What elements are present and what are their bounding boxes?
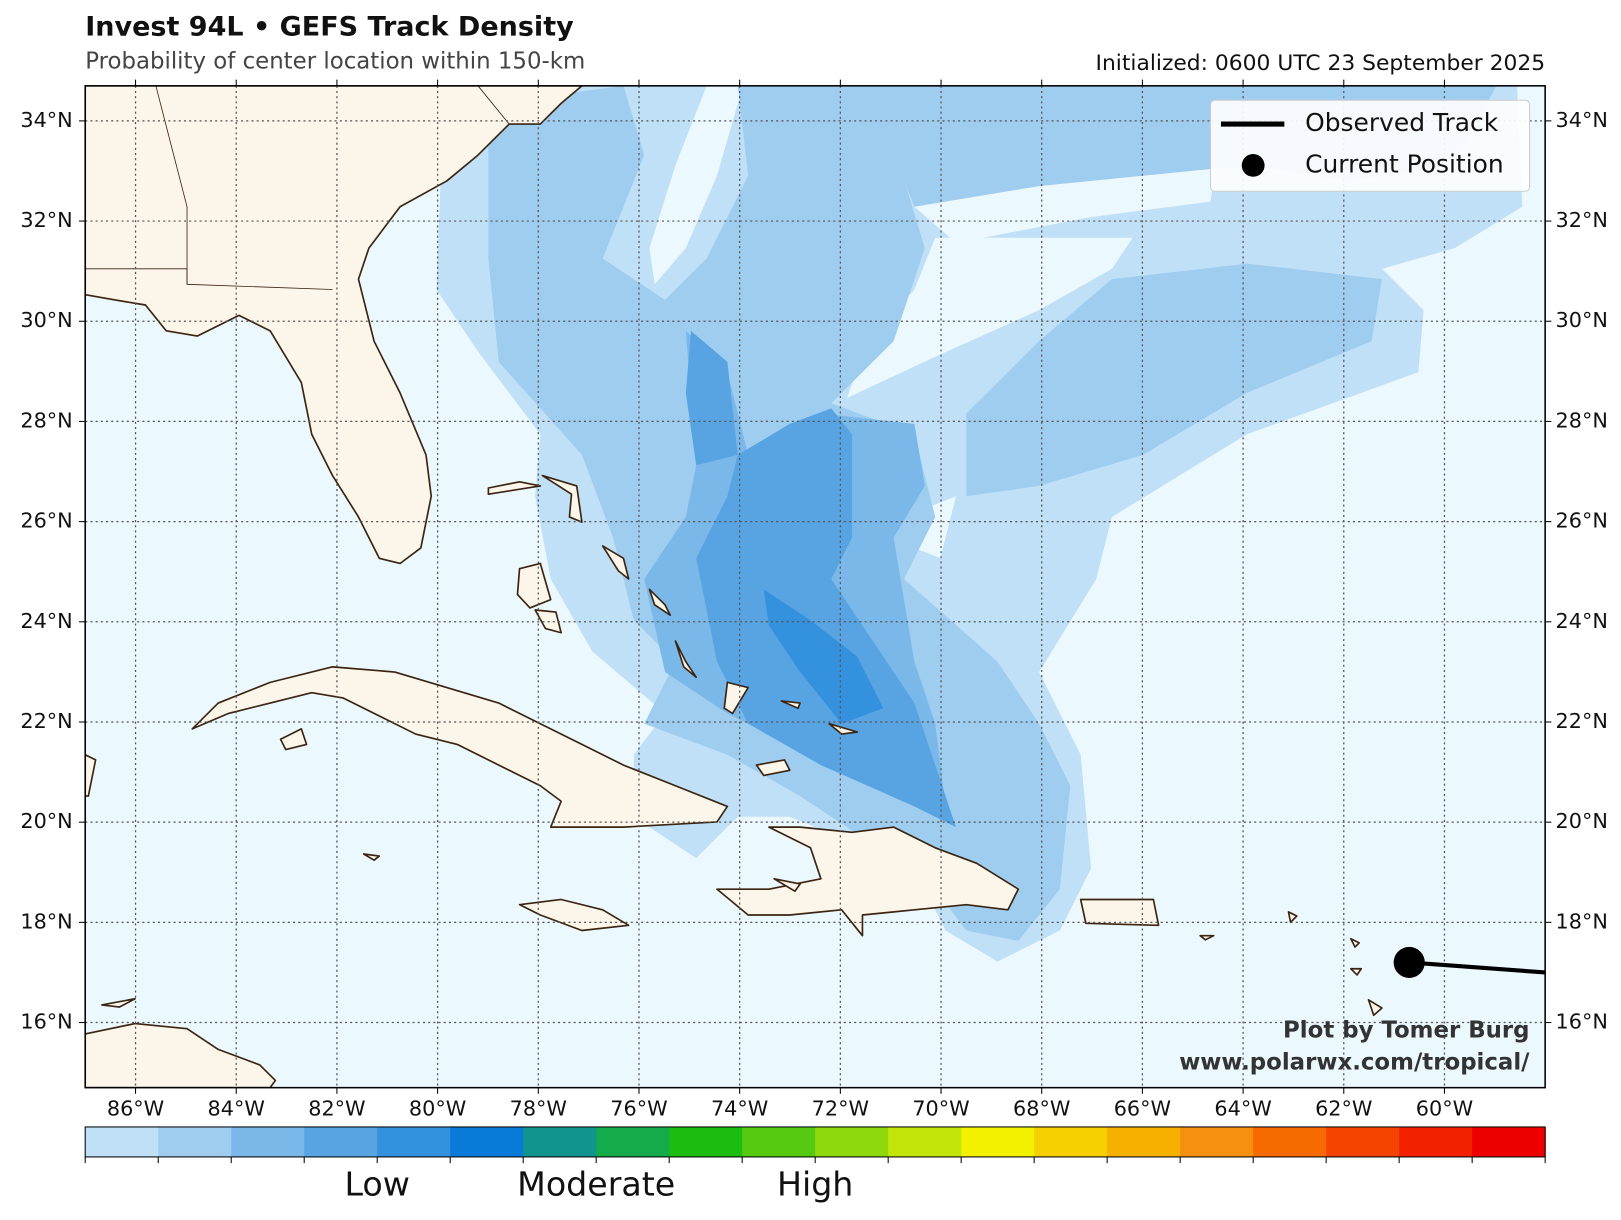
colorbar-segment [742, 1126, 816, 1157]
colorbar-label: Low [344, 1164, 409, 1203]
subtitle: Probability of center location within 15… [85, 49, 585, 75]
lat-label: 18°N [20, 909, 72, 933]
lat-label: 32°N [20, 208, 72, 232]
lat-label: 26°N [1556, 509, 1608, 533]
legend-label: Current Position [1305, 149, 1504, 178]
lon-label: 60°W [1416, 1096, 1473, 1120]
lon-label: 62°W [1315, 1096, 1372, 1120]
lon-label: 78°W [510, 1096, 567, 1120]
lat-label: 30°N [1556, 308, 1608, 332]
lat-label: 20°N [20, 809, 72, 833]
colorbar-segment [669, 1126, 743, 1157]
colorbar-segment [815, 1126, 889, 1157]
lat-label: 20°N [1556, 809, 1608, 833]
legend-label: Observed Track [1305, 108, 1499, 137]
colorbar-frame [84, 1126, 1546, 1158]
init-time: Initialized: 0600 UTC 23 September 2025 [1096, 51, 1546, 76]
colorbar-segment [1326, 1126, 1400, 1157]
colorbar-segment [1472, 1126, 1546, 1157]
density-layer-5 [763, 589, 884, 724]
lat-label: 30°N [20, 308, 72, 332]
lon-label: 68°W [1013, 1096, 1070, 1120]
legend-dot [1241, 154, 1265, 177]
lat-label: 26°N [20, 509, 72, 533]
map-area [85, 85, 1546, 1088]
map-frame [84, 85, 1546, 1089]
colorbar-segment [523, 1126, 597, 1157]
current-position [1393, 946, 1425, 978]
title: Invest 94L • GEFS Track Density [85, 11, 574, 42]
lon-label: 70°W [912, 1096, 969, 1120]
colorbar-segment [377, 1126, 451, 1157]
lat-label: 34°N [1556, 108, 1608, 132]
lon-label: 86°W [107, 1096, 164, 1120]
legend-box [1210, 99, 1531, 192]
lon-label: 82°W [308, 1096, 365, 1120]
axes: 86°W 84°W 82°W 80°W 78°W 76°W 74°W 72°W 70°W 68°W… [20, 79, 1608, 1120]
lon-label: 64°W [1214, 1096, 1271, 1120]
lat-label: 28°N [1556, 408, 1608, 432]
lon-label: 66°W [1114, 1096, 1171, 1120]
colorbar-label: Moderate [517, 1164, 675, 1203]
lon-label: 80°W [409, 1096, 466, 1120]
lon-label: 76°W [610, 1096, 667, 1120]
colorbar-segment [85, 1126, 159, 1157]
lat-label: 16°N [1556, 1010, 1608, 1034]
lat-label: 34°N [20, 108, 72, 132]
lon-label: 72°W [812, 1096, 869, 1120]
grid [85, 85, 1546, 1088]
lat-label: 16°N [20, 1010, 72, 1034]
colorbar-segment [450, 1126, 524, 1157]
credit: Plot by Tomer Burg [1283, 1017, 1530, 1043]
lat-label: 22°N [1556, 709, 1608, 733]
lat-label: 28°N [20, 408, 72, 432]
observed-track [1409, 960, 1546, 975]
colorbar-segment [961, 1126, 1035, 1157]
lat-label: 22°N [20, 709, 72, 733]
colorbar-segment [888, 1126, 962, 1157]
land [85, 85, 1383, 1088]
colorbar-segment [304, 1126, 378, 1157]
lat-label: 18°N [1556, 909, 1608, 933]
lon-label: 84°W [208, 1096, 265, 1120]
lat-label: 32°N [1556, 208, 1608, 232]
colorbar: Low Moderate High [84, 1126, 1546, 1203]
legend: Observed Track Current Position [1210, 99, 1531, 192]
track [1393, 946, 1546, 978]
lat-label: 24°N [20, 609, 72, 633]
colorbar-segment [1399, 1126, 1473, 1157]
colorbar-segment [1107, 1126, 1181, 1157]
colorbar-label: High [777, 1164, 853, 1203]
credit-url: www.polarwx.com/tropical/ [1179, 1049, 1530, 1075]
lat-label: 24°N [1556, 609, 1608, 633]
colorbar-segment [596, 1126, 670, 1157]
colorbar-segment [1180, 1126, 1254, 1157]
lon-label: 74°W [711, 1096, 768, 1120]
colorbar-segment [158, 1126, 232, 1157]
colorbar-segment [231, 1126, 305, 1157]
density-gap [649, 85, 1216, 559]
colorbar-segment [1253, 1126, 1327, 1157]
colorbar-segment [1034, 1126, 1108, 1157]
